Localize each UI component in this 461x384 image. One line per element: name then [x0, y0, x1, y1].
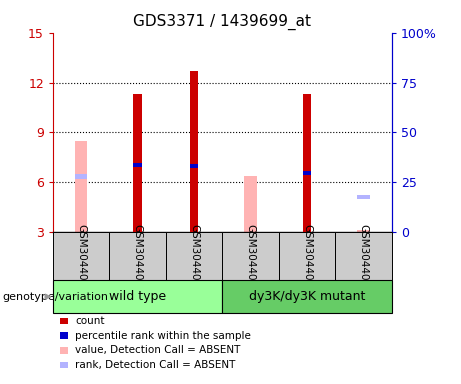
Bar: [222, 280, 392, 313]
Bar: [190, 71, 198, 232]
Bar: [53, 280, 222, 313]
Title: GDS3371 / 1439699_at: GDS3371 / 1439699_at: [133, 14, 312, 30]
Bar: [303, 94, 311, 232]
Text: value, Detection Call = ABSENT: value, Detection Call = ABSENT: [75, 345, 241, 355]
Bar: [279, 232, 336, 280]
Text: GSM304405: GSM304405: [189, 224, 199, 287]
Bar: [166, 232, 222, 280]
Text: dy3K/dy3K mutant: dy3K/dy3K mutant: [249, 290, 365, 303]
Bar: [75, 174, 88, 179]
Bar: [110, 232, 166, 280]
Bar: [357, 230, 370, 232]
Bar: [336, 232, 392, 280]
Text: genotype/variation: genotype/variation: [2, 291, 108, 302]
Text: GSM304407: GSM304407: [302, 224, 312, 287]
Text: GSM304408: GSM304408: [359, 224, 369, 287]
Bar: [244, 176, 257, 232]
Text: GSM304406: GSM304406: [246, 224, 256, 287]
Text: GSM304404: GSM304404: [133, 224, 143, 287]
Text: rank, Detection Call = ABSENT: rank, Detection Call = ABSENT: [75, 360, 236, 370]
Text: count: count: [75, 316, 105, 326]
Bar: [303, 171, 311, 175]
Bar: [134, 94, 142, 232]
Text: percentile rank within the sample: percentile rank within the sample: [75, 331, 251, 341]
Bar: [53, 232, 110, 280]
Bar: [190, 164, 198, 168]
Bar: [357, 195, 370, 199]
Text: GSM304403: GSM304403: [76, 224, 86, 287]
Bar: [75, 141, 88, 232]
Text: wild type: wild type: [109, 290, 166, 303]
Bar: [134, 163, 142, 167]
Bar: [222, 232, 279, 280]
